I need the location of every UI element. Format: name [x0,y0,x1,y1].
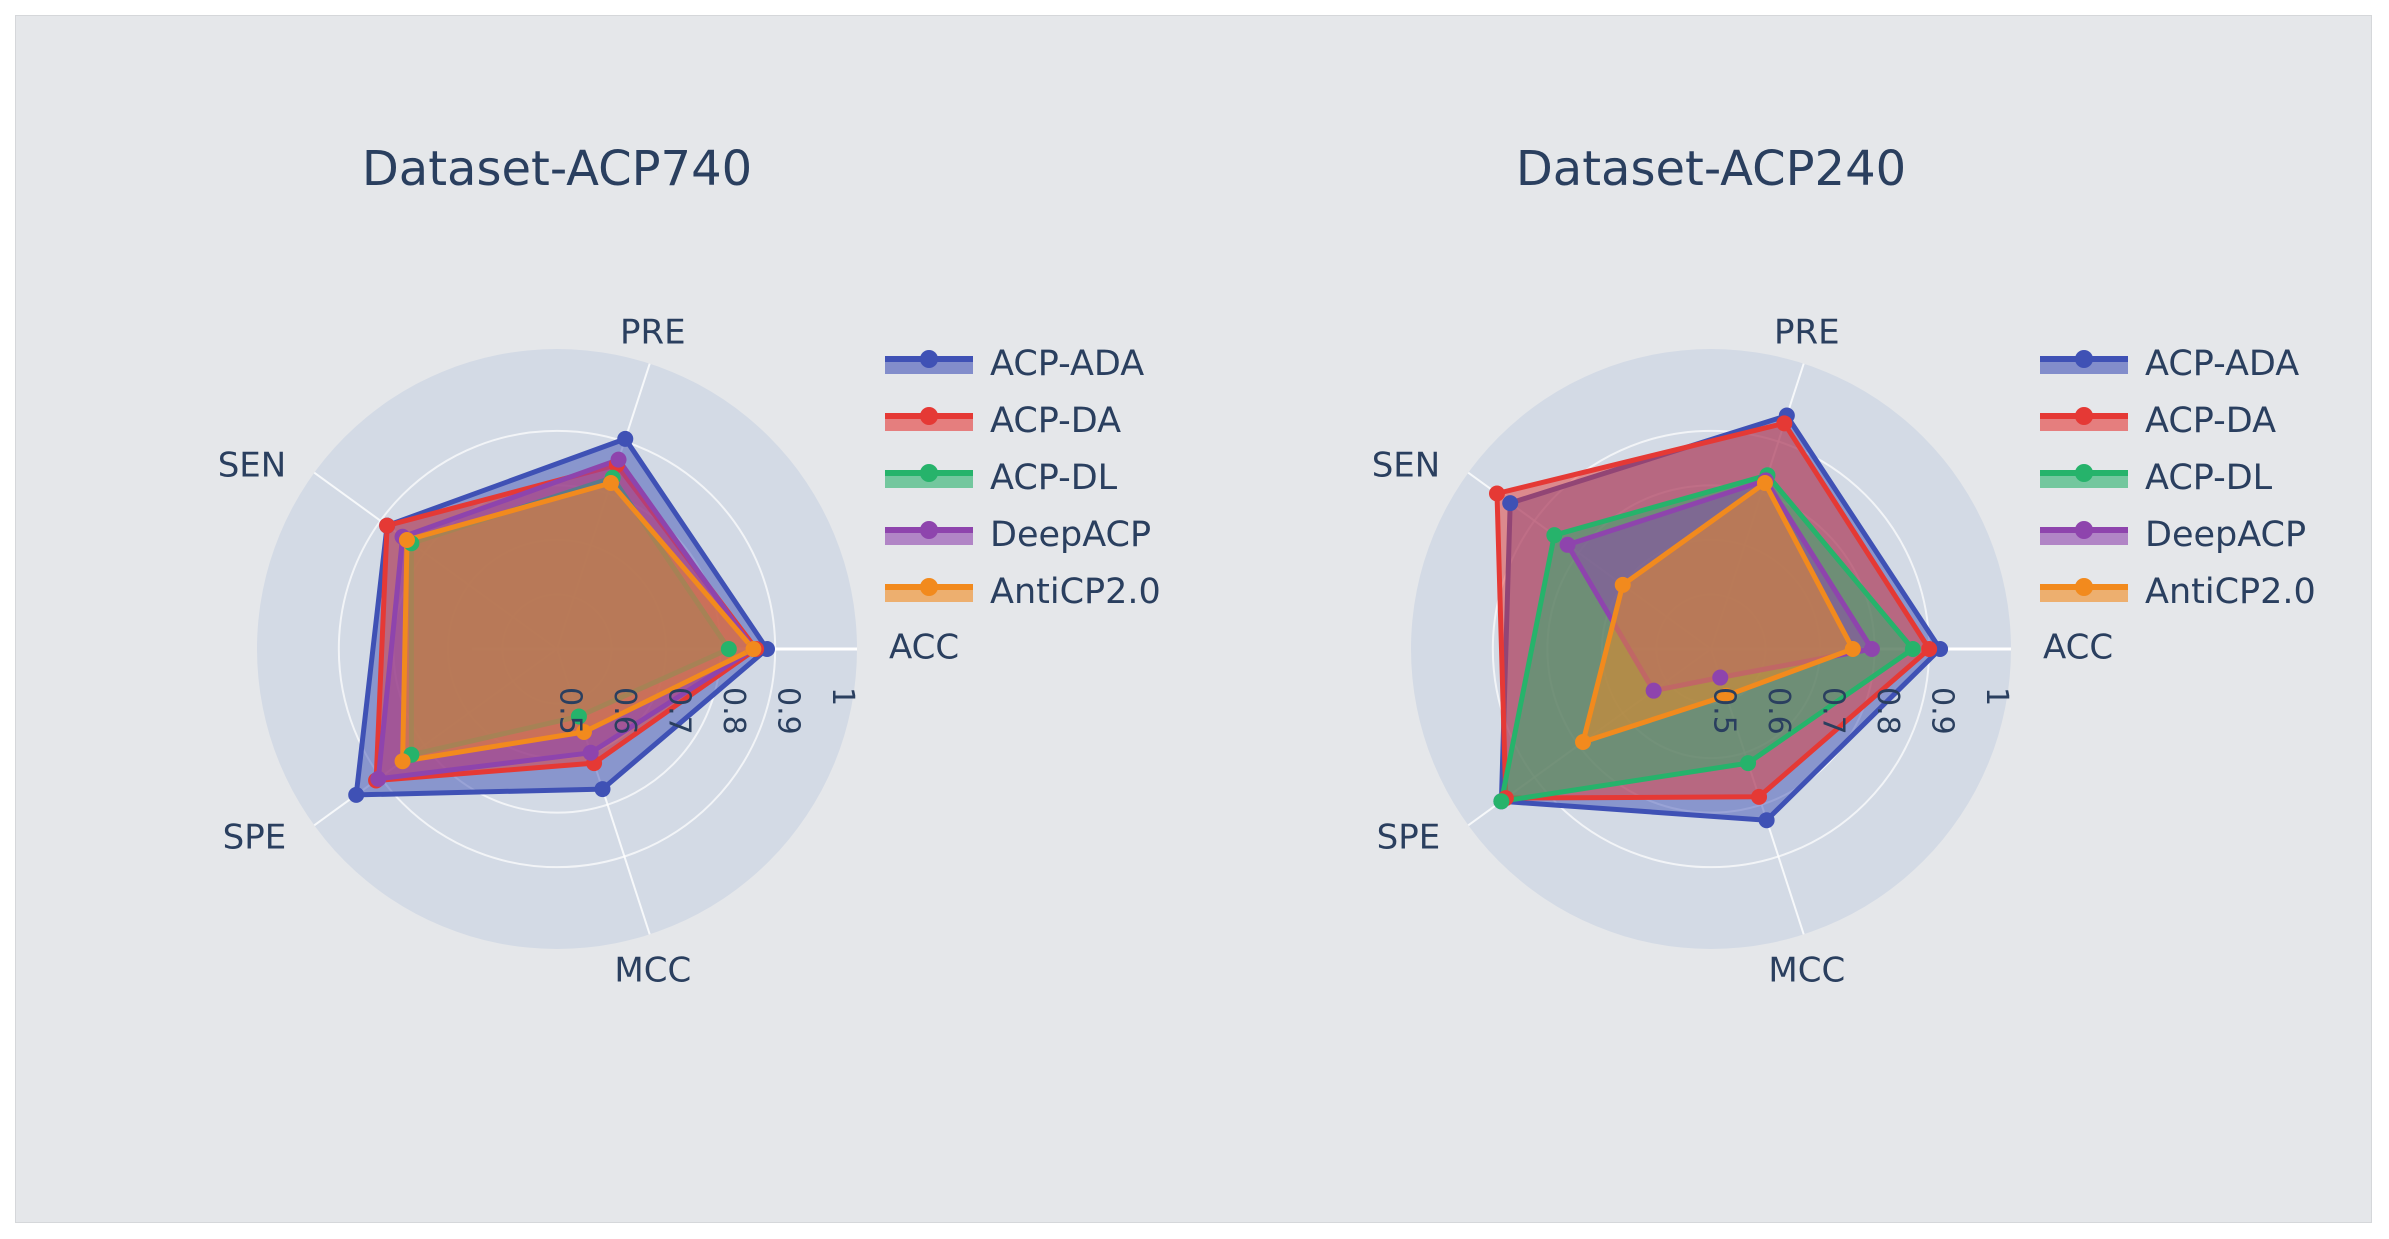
legend-label: ACP-ADA [2145,344,2299,384]
legend-label: DeepACP [2145,515,2306,555]
legend-marker [920,521,938,539]
radial-tick-label: 0.8 [716,687,751,735]
legend-marker [2075,521,2093,539]
legend-label: ACP-DA [2145,401,2276,441]
radar-chart-dataset-acp240: 0.5 0.6 0.7 0.8 0.9 1 ACC PRE SEN SPE MCC Dataset-A… [1372,141,2316,990]
legend-marker [920,464,938,482]
radial-tick-label: 1 [825,687,860,706]
radial-tick-label: 0.9 [771,687,806,735]
data-point-anticp2-0 [394,753,411,770]
data-point-acp-ada [617,430,634,447]
data-point-acp-dl [1740,755,1757,772]
data-point-deepacp [370,770,387,787]
axis-label-pre: PRE [1774,313,1840,353]
legend-item-acp-da[interactable]: ACP-DA [2040,401,2276,441]
data-point-anticp2-0 [1844,641,1861,657]
data-point-acp-dl [570,708,587,725]
legend-item-acp-dl[interactable]: ACP-DL [2040,458,2273,498]
legend-marker [920,350,938,368]
radial-tick-label: 0.7 [1816,687,1851,735]
legend-marker [920,407,938,425]
data-point-acp-dl [1904,641,1921,657]
radial-tick-label: 0.6 [607,687,642,735]
data-point-acp-ada [1502,495,1519,512]
data-point-deepacp [1645,682,1662,699]
legend-label: DeepACP [990,515,1151,555]
axis-label-acc: ACC [2043,628,2113,668]
data-point-anticp2-0 [1575,733,1592,750]
data-point-anticp2-0 [1756,474,1773,491]
data-point-deepacp [1559,536,1576,553]
data-point-anticp2-0 [575,724,592,741]
data-point-deepacp [1863,641,1880,657]
data-point-deepacp [1712,669,1729,686]
axis-label-spe: SPE [223,818,287,858]
legend-item-acp-da[interactable]: ACP-DA [885,401,1121,441]
data-point-acp-ada [348,786,365,803]
legend-label: ACP-DA [990,401,1121,441]
legend-marker [920,578,938,596]
legend-item-acp-dl[interactable]: ACP-DL [885,458,1118,498]
legend-item-anticp2-0[interactable]: AntiCP2.0 [885,572,1161,612]
radial-tick-label: 0.9 [1925,687,1960,735]
chart-title: Dataset-ACP240 [1516,141,1906,197]
legend: ACP-ADA ACP-DA ACP-DL DeepACP AntiCP2.0 [2040,344,2316,612]
legend-marker [2075,407,2093,425]
data-point-anticp2-0 [1614,576,1631,593]
legend-label: ACP-ADA [990,344,1144,384]
data-point-acp-da [1751,788,1768,805]
data-point-deepacp [582,744,599,761]
chart-title: Dataset-ACP740 [362,141,752,197]
legend-marker [2075,350,2093,368]
legend-label: ACP-DL [2145,458,2273,498]
data-point-acp-da [379,517,396,534]
legend-marker [2075,578,2093,596]
series-area-anticp2-0 [400,480,756,764]
radial-tick-label: 0.7 [662,687,697,735]
radial-tick-label: 0.8 [1870,687,1905,735]
radial-tick-label: 1 [1979,687,2014,706]
data-point-anticp2-0 [602,474,619,491]
data-point-acp-dl [1546,527,1563,544]
legend-item-anticp2-0[interactable]: AntiCP2.0 [2040,572,2316,612]
axis-label-spe: SPE [1377,818,1441,858]
series-area-anticp2-0 [1580,480,1856,745]
radar-chart-dataset-acp740: 0.5 0.6 0.7 0.8 0.9 1 ACC PRE SEN SPE MCC Dataset-A… [218,141,1161,990]
axis-label-sen: SEN [1372,445,1441,485]
radial-tick-label: 0.5 [1707,687,1742,735]
data-point-acp-da [1776,415,1793,432]
data-point-acp-da [1488,485,1505,502]
data-point-acp-ada [1758,812,1775,829]
data-point-anticp2-0 [398,531,415,548]
legend-marker [2075,464,2093,482]
axis-label-acc: ACC [889,628,959,668]
legend-label: ACP-DL [990,458,1118,498]
data-point-deepacp [610,451,627,468]
legend-item-deepacp[interactable]: DeepACP [885,515,1151,555]
data-point-acp-dl [1493,793,1510,810]
radial-tick-label: 0.6 [1761,687,1796,735]
legend: ACP-ADA ACP-DA ACP-DL DeepACP AntiCP2.0 [885,344,1161,612]
radial-tick-label: 0.5 [553,687,588,735]
legend-item-acp-ada[interactable]: ACP-ADA [2040,344,2299,384]
axis-label-sen: SEN [218,445,287,485]
legend-item-deepacp[interactable]: DeepACP [2040,515,2306,555]
data-point-anticp2-0 [1718,687,1735,704]
data-point-acp-da [1921,641,1938,657]
axis-label-mcc: MCC [1768,950,1845,990]
legend-label: AntiCP2.0 [990,572,1161,612]
data-point-acp-dl [720,641,737,657]
axis-label-pre: PRE [620,313,686,353]
axis-label-mcc: MCC [614,950,691,990]
legend-label: AntiCP2.0 [2145,572,2316,612]
legend-item-acp-ada[interactable]: ACP-ADA [885,344,1144,384]
data-point-acp-ada [594,781,611,798]
data-point-anticp2-0 [745,641,762,657]
